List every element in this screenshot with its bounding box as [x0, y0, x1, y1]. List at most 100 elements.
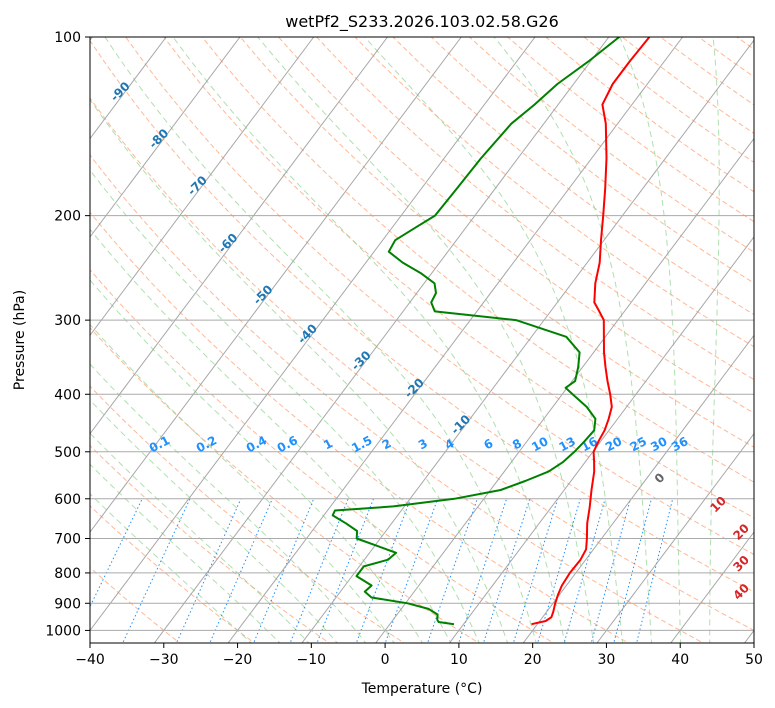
isotherm-line: [449, 236, 754, 643]
moist-adiabat-line: [90, 169, 480, 643]
x-tick-label: 50: [745, 652, 763, 668]
moist-adiabat-line: [90, 432, 310, 643]
mixing-ratio-line: [482, 498, 531, 643]
mixing-ratio-line: [175, 498, 242, 643]
dry-adiabat-line: [621, 37, 754, 134]
mixing-ratio-label: 4: [443, 436, 457, 452]
mixing-ratio-line: [613, 498, 652, 643]
moist-adiabat-line: [619, 37, 682, 643]
reference-label: 40: [730, 581, 752, 603]
mixing-ratio-line: [355, 498, 411, 643]
mixing-ratio-line: [563, 498, 606, 643]
isotherm-line: [90, 37, 536, 632]
reference-label: 0: [652, 470, 668, 486]
moist-adiabat-line: [90, 323, 395, 643]
moist-adiabat-line: [90, 228, 452, 643]
reference-label: 30: [730, 553, 752, 575]
mixing-ratio-label: 10: [529, 434, 550, 454]
x-tick-label: 20: [524, 652, 542, 668]
moist-adiabat-line: [709, 37, 720, 643]
x-axis: −40 −30 −20 −10 0 10 20 30 40 50: [75, 643, 763, 668]
mixing-ratio-label: 8: [510, 436, 524, 452]
dry-adiabat-line: [90, 326, 480, 643]
moist-adiabat-line: [90, 279, 424, 643]
dry-adiabat-line: [316, 37, 754, 381]
mixing-ratio-line: [122, 498, 191, 643]
mixing-ratio-label: 36: [669, 434, 690, 454]
y-axis: 100 200 300 400 500 600 700 800 900 1000: [45, 30, 90, 639]
dry-adiabat-line: [90, 211, 630, 643]
mixing-ratio-label: 6: [482, 436, 496, 452]
isotherm-line: [375, 137, 754, 643]
sounding-profiles: [331, 37, 651, 626]
dry-adiabat-line: [90, 505, 256, 643]
mixing-ratio-label: 30: [648, 434, 669, 454]
dewpoint-profile-line: [331, 37, 620, 626]
mixing-ratio-label: 20: [603, 434, 624, 454]
isotherm-label: -60: [215, 231, 240, 256]
isotherm-label: -30: [349, 348, 374, 373]
mixing-ratio-line: [636, 498, 674, 643]
dry-adiabat-line: [507, 37, 754, 223]
plot-frame: [89, 36, 755, 644]
dry-adiabat-line: [125, 37, 754, 556]
y-tick-label: 1000: [45, 623, 81, 639]
mixing-ratio-label: 1: [321, 436, 335, 452]
dry-adiabat-line: [163, 37, 754, 519]
isotherm-line: [522, 334, 754, 643]
mixing-ratio-label: 13: [557, 434, 578, 454]
x-tick-label: −10: [297, 652, 327, 668]
isotherm-label: -70: [185, 173, 210, 198]
x-tick-label: −40: [75, 652, 105, 668]
dry-adiabat-line: [90, 268, 555, 643]
y-tick-label: 600: [54, 492, 81, 508]
x-tick-label: 40: [671, 652, 689, 668]
isotherm-line: [90, 37, 241, 238]
isotherm-label: -40: [295, 321, 320, 346]
isotherm-line: [153, 37, 610, 643]
mixing-ratio-line: [209, 498, 273, 643]
dry-adiabat-line: [90, 154, 705, 643]
x-tick-label: −20: [223, 652, 253, 668]
y-tick-label: 300: [54, 313, 81, 329]
mixing-ratio-line: [253, 498, 315, 643]
moist-adiabat-line: [172, 37, 566, 643]
isotherm-label: -10: [448, 412, 473, 437]
isotherm-line: [90, 37, 315, 337]
mixing-ratio-line: [316, 498, 374, 643]
x-tick-label: −30: [149, 652, 179, 668]
y-tick-label: 400: [54, 387, 81, 403]
dry-adiabat-line: [469, 37, 754, 253]
dry-adiabat-line: [660, 37, 754, 106]
mixing-ratio-line: [590, 498, 631, 643]
y-tick-label: 900: [54, 596, 81, 612]
x-axis-label: Temperature (°C): [361, 681, 483, 697]
dry-adiabat-line: [90, 39, 754, 593]
isotherm-line: [670, 531, 754, 643]
moist-adiabat-line: [104, 37, 537, 643]
isotherm-line: [596, 432, 754, 643]
isotherm-label: -90: [108, 79, 133, 104]
y-tick-label: 800: [54, 566, 81, 582]
isotherm-line: [744, 629, 754, 643]
mixing-ratio-label: 25: [628, 434, 649, 454]
moist-adiabat-line: [90, 399, 338, 643]
isotherm-line: [90, 37, 462, 533]
moist-adiabat-line: [90, 463, 281, 643]
isotherm-label: -20: [402, 376, 427, 401]
mixing-ratio-line: [427, 498, 478, 643]
mixing-ratio-line: [458, 498, 508, 643]
chart-title: wetPf2_S233.2026.103.02.58.G26: [285, 12, 559, 32]
dry-adiabat-line: [90, 444, 331, 643]
y-tick-label: 200: [54, 209, 81, 225]
isotherm-label: -50: [250, 282, 275, 307]
moist-adiabat-line: [493, 37, 653, 643]
x-tick-label: 30: [598, 652, 616, 668]
mixing-ratio-line: [90, 498, 143, 608]
mixing-ratio-label: 3: [416, 436, 430, 452]
y-tick-label: 100: [54, 30, 81, 46]
x-tick-label: 10: [450, 652, 468, 668]
x-tick-label: 0: [381, 652, 390, 668]
mixing-ratio-line: [537, 498, 581, 643]
